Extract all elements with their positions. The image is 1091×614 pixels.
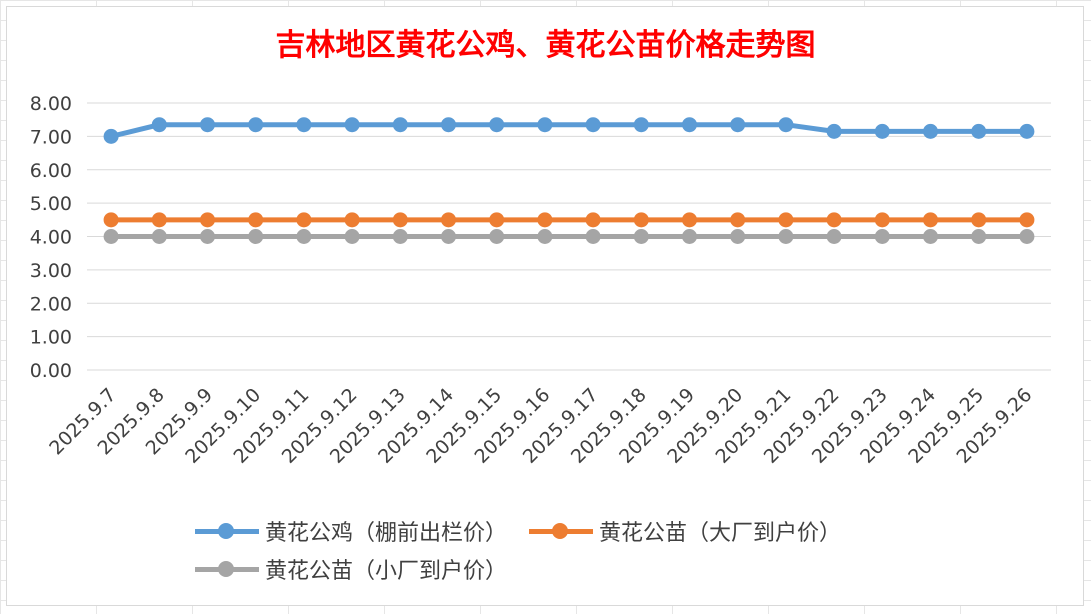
data-point[interactable]: [537, 229, 553, 244]
data-point[interactable]: [1019, 212, 1035, 228]
data-point[interactable]: [730, 229, 746, 244]
data-point[interactable]: [489, 117, 505, 133]
data-point[interactable]: [923, 229, 938, 244]
y-tick-label: 2.00: [30, 293, 72, 315]
y-tick-label: 3.00: [30, 260, 72, 282]
data-point[interactable]: [344, 229, 360, 244]
data-point[interactable]: [344, 117, 360, 133]
data-point[interactable]: [923, 123, 938, 139]
data-point[interactable]: [874, 212, 890, 228]
data-point[interactable]: [633, 117, 649, 133]
series-0: [103, 117, 1035, 144]
data-point[interactable]: [682, 212, 697, 228]
legend-label: 黄花公苗（小厂到户价）: [265, 559, 508, 584]
series-1: [103, 212, 1035, 228]
data-point[interactable]: [923, 212, 938, 228]
data-point[interactable]: [778, 229, 794, 244]
data-point[interactable]: [200, 117, 215, 133]
y-axis-ticks: 0.00 1.00 2.00 3.00 4.00 5.00 6.00 7.00 8.00: [30, 93, 72, 382]
data-point[interactable]: [103, 229, 119, 244]
data-point[interactable]: [537, 117, 553, 133]
legend-swatch-chick-large: [529, 523, 594, 539]
data-point[interactable]: [392, 229, 408, 244]
legend-swatch-chick-small: [195, 561, 259, 577]
data-point[interactable]: [489, 212, 505, 228]
y-tick-label: 0.00: [30, 360, 72, 382]
series-line: [110, 122, 1027, 139]
data-point[interactable]: [633, 212, 649, 228]
data-point[interactable]: [585, 229, 601, 244]
series-2: [103, 229, 1035, 244]
data-point[interactable]: [585, 212, 601, 228]
gridlines: [87, 102, 1051, 371]
chart-area[interactable]: [6, 6, 1084, 606]
legend-marker: [218, 523, 234, 539]
data-point[interactable]: [971, 212, 987, 228]
data-point[interactable]: [392, 117, 408, 133]
legend-swatch-rooster: [195, 523, 259, 539]
legend: 黄花公鸡（棚前出栏价） 黄花公苗（大厂到户价） 黄花公苗（小厂到户价）: [195, 512, 915, 588]
data-point[interactable]: [826, 212, 842, 228]
data-point[interactable]: [826, 123, 842, 139]
data-point[interactable]: [296, 229, 312, 244]
y-tick-label: 7.00: [30, 126, 72, 148]
data-point[interactable]: [778, 117, 794, 133]
data-point[interactable]: [200, 229, 215, 244]
data-point[interactable]: [248, 229, 264, 244]
data-point[interactable]: [103, 212, 119, 228]
data-point[interactable]: [971, 229, 987, 244]
y-tick-label: 6.00: [30, 160, 72, 182]
legend-row-1: 黄花公鸡（棚前出栏价） 黄花公苗（大厂到户价）: [195, 512, 915, 550]
data-point[interactable]: [826, 229, 842, 244]
data-point[interactable]: [585, 117, 601, 133]
data-point[interactable]: [1019, 123, 1035, 139]
legend-marker: [218, 561, 234, 577]
data-point[interactable]: [730, 117, 746, 133]
data-point[interactable]: [1019, 229, 1035, 244]
data-point[interactable]: [537, 212, 553, 228]
data-point[interactable]: [682, 229, 697, 244]
data-point[interactable]: [103, 128, 119, 144]
data-point[interactable]: [151, 117, 167, 133]
data-point[interactable]: [971, 123, 987, 139]
data-point[interactable]: [248, 212, 264, 228]
x-axis-ticks: 2025.9.72025.9.82025.9.92025.9.102025.9.…: [45, 384, 1036, 468]
chart-title: 吉林地区黄花公鸡、黄花公苗价格走势图: [275, 28, 816, 63]
data-point[interactable]: [682, 117, 697, 133]
data-point[interactable]: [296, 212, 312, 228]
data-point[interactable]: [730, 212, 746, 228]
data-point[interactable]: [441, 117, 456, 133]
y-tick-label: 8.00: [30, 93, 72, 115]
legend-label: 黄花公鸡（棚前出栏价）: [265, 521, 508, 546]
series-lines: [103, 117, 1035, 244]
legend-row-2: 黄花公苗（小厂到户价）: [195, 550, 915, 588]
data-point[interactable]: [151, 229, 167, 244]
data-point[interactable]: [874, 229, 890, 244]
data-point[interactable]: [392, 212, 408, 228]
data-point[interactable]: [344, 212, 360, 228]
y-tick-label: 4.00: [30, 227, 72, 249]
legend-item-chick-small[interactable]: 黄花公苗（小厂到户价）: [195, 553, 507, 585]
legend-label: 黄花公苗（大厂到户价）: [599, 521, 842, 546]
data-point[interactable]: [248, 117, 264, 133]
y-tick-label: 5.00: [30, 193, 72, 215]
legend-item-rooster[interactable]: 黄花公鸡（棚前出栏价）: [195, 515, 507, 547]
data-point[interactable]: [778, 212, 794, 228]
data-point[interactable]: [441, 229, 456, 244]
legend-item-chick-large[interactable]: 黄花公苗（大厂到户价）: [529, 515, 841, 547]
data-point[interactable]: [441, 212, 456, 228]
data-point[interactable]: [151, 212, 167, 228]
data-point[interactable]: [489, 229, 505, 244]
data-point[interactable]: [200, 212, 215, 228]
data-point[interactable]: [874, 123, 890, 139]
y-tick-label: 1.00: [30, 327, 72, 349]
legend-marker: [552, 523, 569, 539]
data-point[interactable]: [633, 229, 649, 244]
data-point[interactable]: [296, 117, 312, 133]
